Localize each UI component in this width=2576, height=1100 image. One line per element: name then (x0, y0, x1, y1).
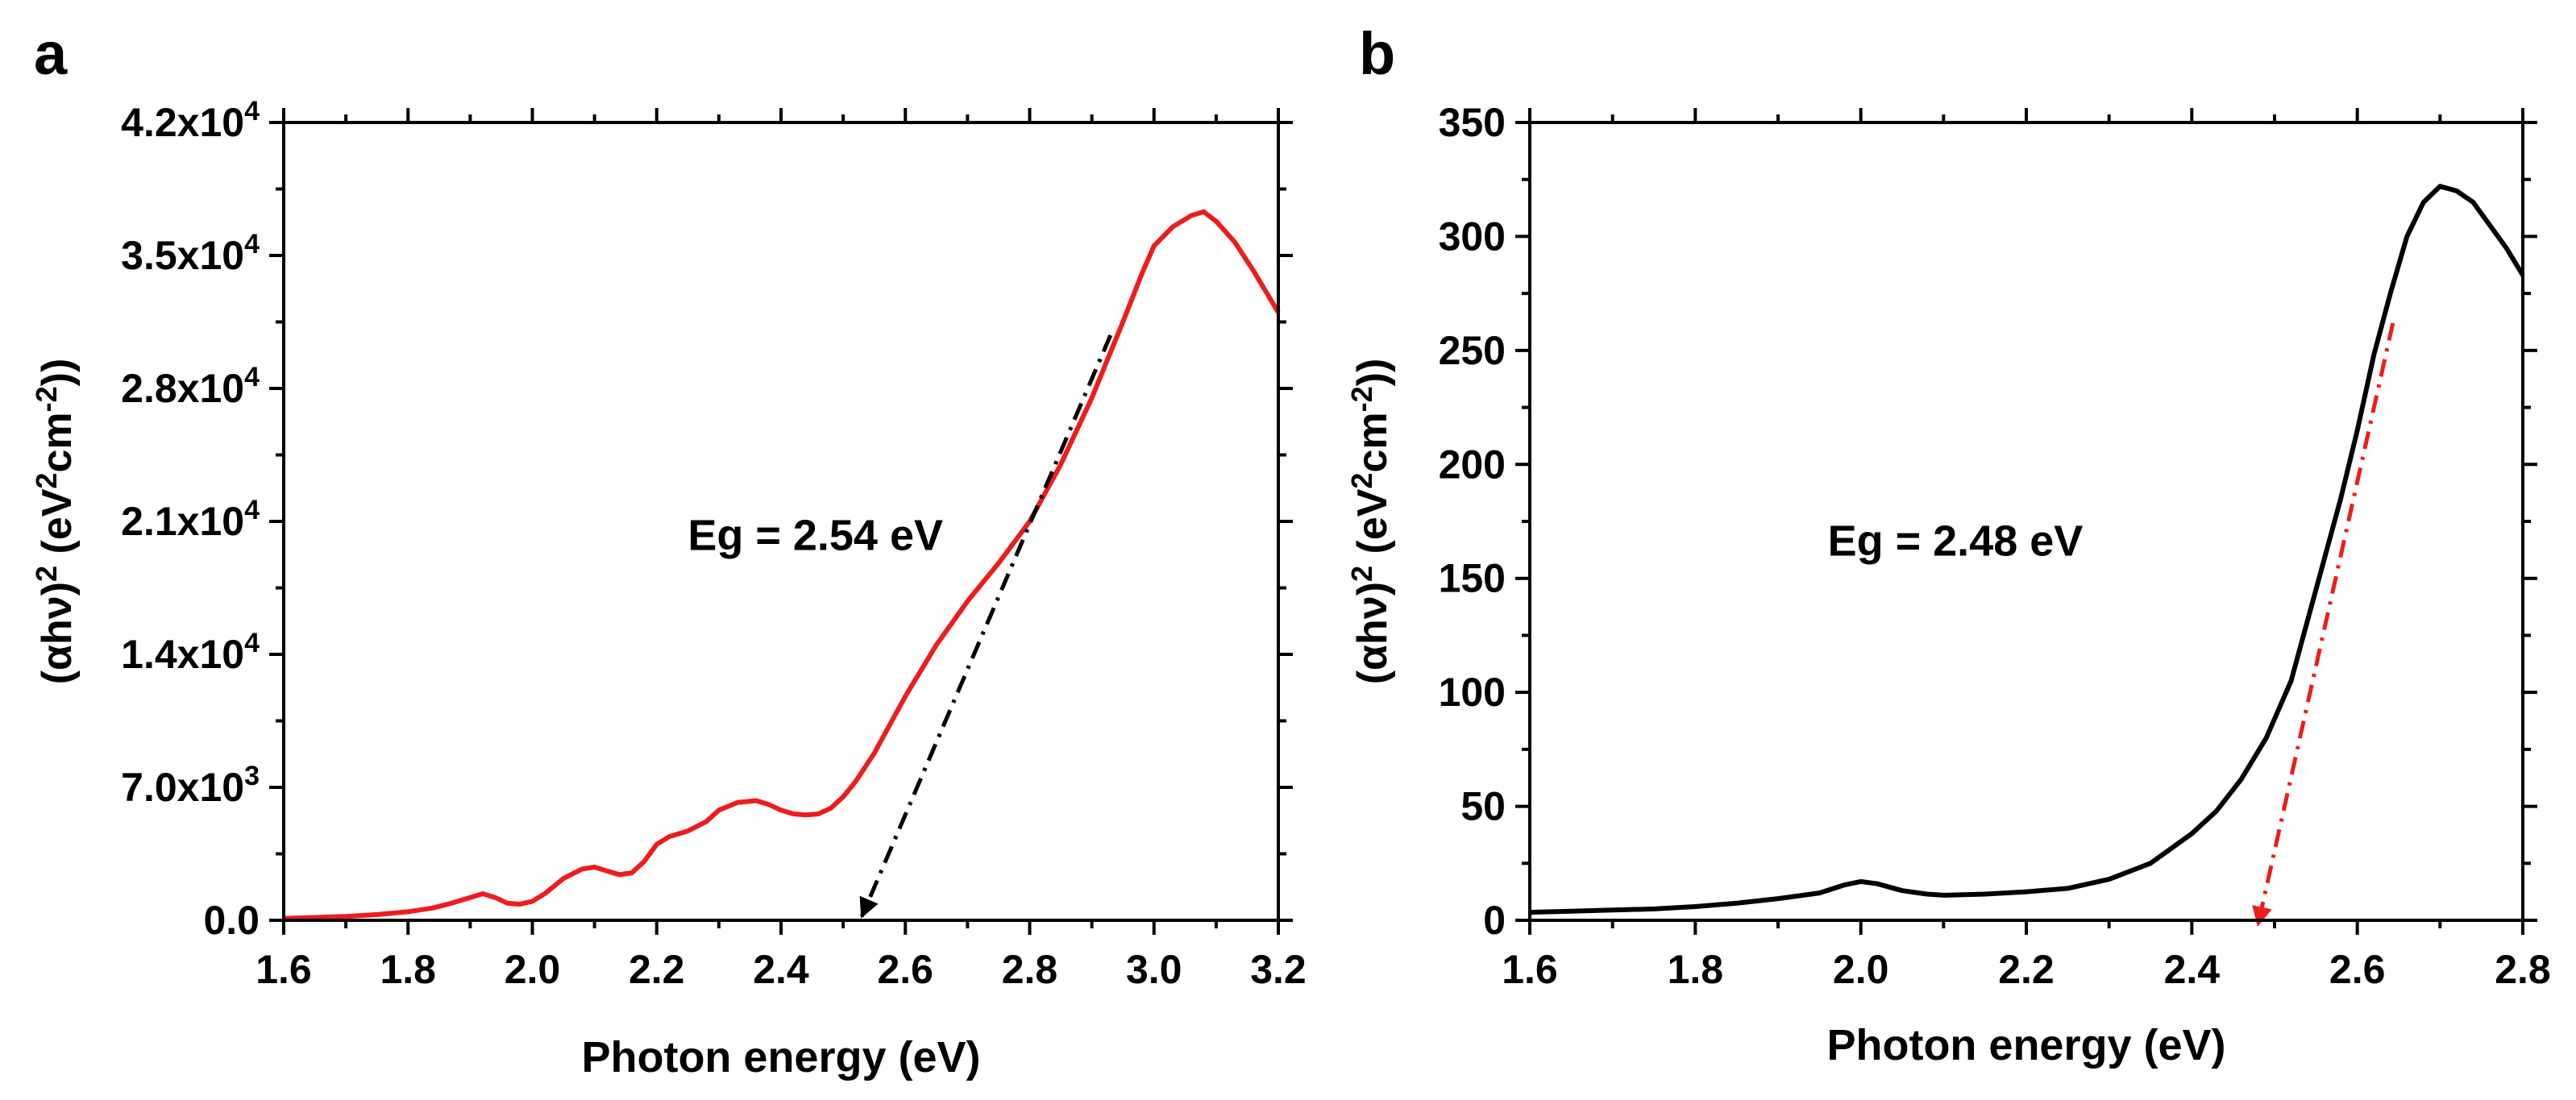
panel-b: b 0 50 100 150 200 250 300 350 1.6 1.8 2.0 2.2 2.4 2… (1345, 20, 2551, 1069)
x-tick-label: 1.8 (380, 947, 436, 992)
x-tick-label: 2.2 (1998, 947, 2055, 992)
x-tick-label: 1.6 (1502, 947, 1558, 992)
y-tick-label: 4.2x104 (121, 96, 260, 145)
data-line (283, 209, 1281, 921)
y-tick-label: 2.8x104 (121, 362, 260, 411)
y-tick-label: 7.0x103 (121, 761, 260, 810)
x-tick-label: 2.6 (2329, 947, 2386, 992)
x-tick-label: 2.4 (753, 947, 809, 992)
tangent-line (859, 334, 1113, 919)
panel-label-b: b (1359, 20, 1395, 87)
y-tick-label: 100 (1439, 670, 1506, 715)
x-tick-label: 2.4 (2164, 947, 2221, 992)
x-tick-label: 3.0 (1126, 947, 1182, 992)
plot-area-a (283, 209, 1281, 921)
x-tick-label: 2.8 (2495, 947, 2551, 992)
y-axis-label-a: (αhν)2 (eV2cm-2)) (30, 359, 81, 685)
y-tick-label: 150 (1439, 556, 1506, 601)
y-tick-label: 0 (1483, 898, 1506, 943)
y-tick-label: 3.5x104 (121, 229, 260, 278)
x-tick-label: 1.6 (256, 947, 312, 992)
x-ticks-b: 1.6 1.8 2.0 2.2 2.4 2.6 2.8 (1502, 108, 2551, 992)
x-tick-label: 2.2 (629, 947, 685, 992)
x-axis-label-a: Photon energy (eV) (581, 1033, 980, 1081)
x-ticks-a: 1.6 1.8 2.0 2.2 2.4 2.6 2.8 3.0 3.2 (256, 108, 1307, 992)
y-tick-label: 50 (1460, 784, 1506, 829)
tangent-line (2252, 322, 2395, 928)
x-axis-label-b: Photon energy (eV) (1826, 1021, 2225, 1069)
x-tick-label: 2.6 (877, 947, 933, 992)
y-tick-label: 0.0 (203, 898, 260, 943)
x-tick-label: 2.0 (505, 947, 561, 992)
y-tick-label: 200 (1439, 442, 1506, 487)
y-tick-label: 2.1x104 (121, 495, 260, 544)
panel-a: a 0.0 7.0x103 1.4x104 2.1x104 2.8x104 3.5x104… (30, 20, 1307, 1081)
annotation-eg-b: Eg = 2.48 eV (1828, 517, 2084, 565)
y-tick-label: 300 (1439, 214, 1506, 259)
y-tick-label: 250 (1439, 328, 1506, 373)
x-tick-label: 2.8 (1002, 947, 1058, 992)
plot-area-b (1529, 184, 2525, 928)
y-tick-label: 350 (1439, 100, 1506, 145)
y-ticks-b: 0 50 100 150 200 250 300 350 (1439, 100, 2537, 943)
y-axis-label-b: (αhν)2 (eV2cm-2)) (1345, 359, 1396, 685)
annotation-eg-a: Eg = 2.54 eV (688, 511, 943, 559)
y-ticks-a: 0.0 7.0x103 1.4x104 2.1x104 2.8x104 3.5x104 4.… (121, 96, 1293, 943)
panel-label-a: a (34, 20, 68, 87)
x-tick-label: 2.0 (1833, 947, 1889, 992)
data-line (1529, 184, 2525, 915)
x-tick-label: 3.2 (1250, 947, 1307, 992)
x-tick-label: 1.8 (1668, 947, 1724, 992)
y-tick-label: 1.4x104 (121, 628, 260, 677)
